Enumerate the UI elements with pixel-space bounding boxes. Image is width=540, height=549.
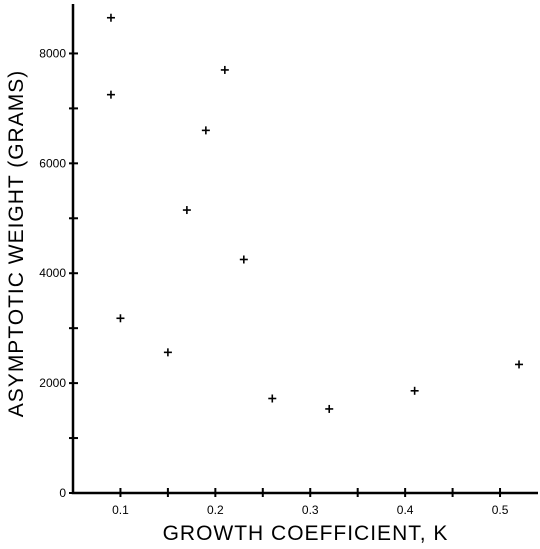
x-tick-label: 0.2 [207, 503, 224, 517]
x-tick-label: 0.5 [492, 503, 509, 517]
data-point [515, 360, 524, 369]
y-tick-label: 6000 [39, 156, 66, 170]
y-tick-label: 2000 [39, 376, 66, 390]
x-tick-label: 0.1 [112, 503, 129, 517]
data-point [106, 13, 115, 22]
y-tick-label: 4000 [39, 266, 66, 280]
data-point [239, 255, 248, 264]
x-tick-label: 0.3 [302, 503, 319, 517]
y-axis-label: ASYMPTOTIC WEIGHT (GRAMS) [5, 70, 28, 417]
data-point [201, 126, 210, 135]
data-point [163, 348, 172, 357]
y-tick-label: 0 [59, 486, 66, 500]
data-point [410, 386, 419, 395]
data-point [220, 65, 229, 74]
data-point [268, 394, 277, 403]
data-point [325, 404, 334, 413]
x-axis-label: GROWTH COEFFICIENT, K [163, 522, 449, 545]
y-tick-label: 8000 [39, 46, 66, 60]
data-points [106, 13, 524, 413]
data-point [116, 314, 125, 323]
axis-lines [71, 4, 538, 495]
data-point [182, 206, 191, 215]
data-point [106, 90, 115, 99]
x-tick-label: 0.4 [397, 503, 414, 517]
